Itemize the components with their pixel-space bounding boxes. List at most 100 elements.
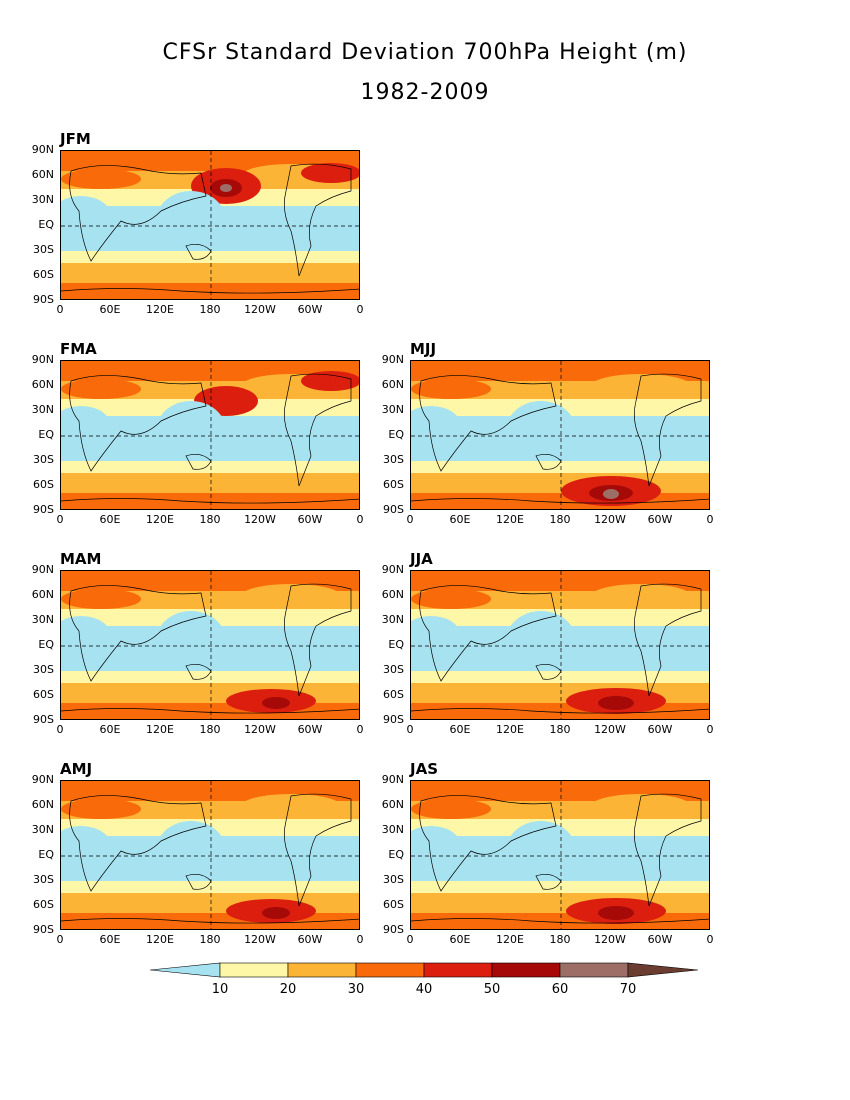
- map-plot: [60, 570, 360, 720]
- lat-tick-label: 60S: [383, 898, 404, 911]
- lon-tick-label: 0: [56, 513, 64, 526]
- lon-tick-label: 120W: [594, 513, 626, 526]
- colorbar-level-label: 40: [415, 982, 433, 997]
- lon-tick-label: 120E: [146, 933, 174, 946]
- map-plot: [410, 780, 710, 930]
- lat-tick-label: 30S: [383, 453, 404, 466]
- panel-label: AMJ: [60, 760, 93, 778]
- colorbar-segment: [219, 962, 289, 978]
- lon-tick-label: 120W: [244, 723, 276, 736]
- lat-tick-label: 60N: [31, 168, 54, 181]
- lon-tick-label: 120E: [146, 303, 174, 316]
- lon-tick-label: 0: [706, 513, 714, 526]
- panel-jfm: JFM 90N 60N 30N EQ 30S 60S 90S 0 60E 120E 180 120W 60…: [20, 130, 380, 330]
- lon-tick-label: 60W: [647, 723, 673, 736]
- map-field: [61, 151, 359, 299]
- lat-tick-label: 90N: [381, 353, 404, 366]
- lat-tick-label: 30N: [381, 823, 404, 836]
- lon-tick-label: 60E: [99, 933, 121, 946]
- lat-tick-label: 30S: [33, 453, 54, 466]
- lat-tick-label: 60N: [31, 798, 54, 811]
- lon-tick-label: 0: [406, 723, 414, 736]
- lat-tick-label: EQ: [38, 638, 54, 651]
- lat-tick-label: 90N: [381, 563, 404, 576]
- lat-tick-label: 60N: [381, 798, 404, 811]
- lon-tick-label: 180: [199, 933, 221, 946]
- lat-tick-label: 30N: [31, 193, 54, 206]
- lon-tick-label: 0: [356, 723, 364, 736]
- panel-jas: JAS 90N 60N 30N EQ 30S 60S 90S 0 60E 120E 180 120W 60…: [370, 760, 730, 960]
- lat-tick-label: 60S: [383, 478, 404, 491]
- lon-tick-label: 60E: [449, 513, 471, 526]
- lon-tick-label: 60W: [647, 513, 673, 526]
- lat-tick-label: 90N: [31, 563, 54, 576]
- lon-tick-label: 180: [549, 933, 571, 946]
- lat-tick-label: 60N: [31, 588, 54, 601]
- lat-tick-label: 60S: [33, 688, 54, 701]
- colorbar-level-label: 50: [483, 982, 501, 997]
- chart-subtitle: 1982-2009: [360, 80, 490, 105]
- colorbar-segment: [559, 962, 629, 978]
- lat-tick-label: 90N: [31, 773, 54, 786]
- lat-tick-label: 30S: [33, 663, 54, 676]
- lat-tick-label: 30N: [31, 823, 54, 836]
- lat-tick-label: 60N: [31, 378, 54, 391]
- colorbar-graphic: [149, 962, 699, 978]
- panel-label: MJJ: [410, 340, 437, 358]
- colorbar-level-label: 60: [551, 982, 569, 997]
- map-field: [61, 781, 359, 929]
- lat-tick-label: 60S: [383, 688, 404, 701]
- lat-tick-label: EQ: [38, 848, 54, 861]
- lon-tick-label: 120E: [146, 513, 174, 526]
- lon-tick-label: 60W: [297, 723, 323, 736]
- lon-tick-label: 120W: [244, 303, 276, 316]
- lat-tick-label: 30S: [383, 663, 404, 676]
- lat-tick-label: 90S: [33, 923, 54, 936]
- colorbar-level-label: 20: [279, 982, 297, 997]
- lat-tick-label: 90S: [33, 713, 54, 726]
- lon-tick-label: 120E: [496, 723, 524, 736]
- colorbar-min-arrow: [149, 962, 221, 978]
- lat-tick-label: 90N: [381, 773, 404, 786]
- lon-tick-label: 180: [199, 513, 221, 526]
- panel-label: JFM: [60, 130, 91, 148]
- lat-tick-label: 30S: [33, 873, 54, 886]
- panel-mjj: MJJ 90N 60N 30N EQ 30S 60S 90S 0 60E 120E 180 120W 60…: [370, 340, 730, 540]
- lon-tick-label: 180: [549, 513, 571, 526]
- lat-tick-label: 30N: [31, 403, 54, 416]
- map-field: [61, 361, 359, 509]
- lon-tick-label: 60E: [99, 513, 121, 526]
- panel-jja: JJA 90N 60N 30N EQ 30S 60S 90S 0 60E 120E 180 120W 60…: [370, 550, 730, 750]
- lon-tick-label: 0: [356, 933, 364, 946]
- map-field: [411, 781, 709, 929]
- lon-tick-label: 60E: [449, 933, 471, 946]
- lat-tick-label: EQ: [38, 218, 54, 231]
- lon-tick-label: 120E: [496, 513, 524, 526]
- lon-tick-label: 0: [406, 933, 414, 946]
- colorbar-level-label: 10: [211, 982, 229, 997]
- lat-tick-label: 90S: [33, 503, 54, 516]
- lat-tick-label: 90S: [383, 713, 404, 726]
- lon-tick-label: 120W: [244, 933, 276, 946]
- lat-tick-label: EQ: [388, 848, 404, 861]
- lon-tick-label: 120W: [244, 513, 276, 526]
- lat-tick-label: 30N: [31, 613, 54, 626]
- map-plot: [60, 360, 360, 510]
- colorbar-segment: [287, 962, 357, 978]
- lat-tick-label: 90N: [31, 353, 54, 366]
- lat-tick-label: 90S: [383, 923, 404, 936]
- lon-tick-label: 60E: [99, 723, 121, 736]
- lon-tick-label: 60E: [449, 723, 471, 736]
- lon-tick-label: 120E: [496, 933, 524, 946]
- lat-tick-label: 60N: [381, 588, 404, 601]
- panel-label: JAS: [410, 760, 438, 778]
- map-plot: [410, 570, 710, 720]
- lon-tick-label: 60W: [297, 513, 323, 526]
- colorbar-segment: [423, 962, 493, 978]
- colorbar-segment: [355, 962, 425, 978]
- colorbar: 10 20 30 40 50 60 70: [149, 960, 710, 1020]
- lon-tick-label: 0: [706, 723, 714, 736]
- map-plot: [60, 780, 360, 930]
- lon-tick-label: 0: [56, 303, 64, 316]
- panel-fma: FMA 90N 60N 30N EQ 30S 60S 90S 0 60E 120E 180 120W 60…: [20, 340, 380, 540]
